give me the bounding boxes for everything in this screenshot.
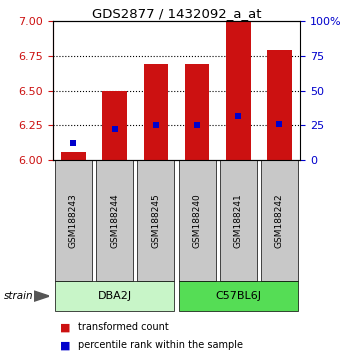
Text: C57BL6J: C57BL6J bbox=[215, 291, 261, 301]
Bar bbox=[226, 21, 251, 160]
Text: GSM188245: GSM188245 bbox=[151, 193, 160, 248]
Bar bbox=[179, 160, 216, 281]
Text: GSM188244: GSM188244 bbox=[110, 193, 119, 248]
Bar bbox=[55, 281, 174, 311]
Bar bbox=[185, 64, 209, 160]
Bar bbox=[55, 160, 92, 281]
Bar bbox=[61, 152, 86, 160]
Bar bbox=[261, 160, 298, 281]
Bar bbox=[179, 281, 298, 311]
Text: GSM188242: GSM188242 bbox=[275, 193, 284, 248]
Bar bbox=[267, 50, 292, 160]
Bar bbox=[96, 160, 133, 281]
Text: DBA2J: DBA2J bbox=[98, 291, 132, 301]
Text: GSM188243: GSM188243 bbox=[69, 193, 78, 248]
Bar bbox=[220, 160, 257, 281]
Polygon shape bbox=[34, 291, 49, 301]
Text: ■: ■ bbox=[60, 322, 70, 332]
Text: GSM188240: GSM188240 bbox=[193, 193, 202, 248]
Text: ■: ■ bbox=[60, 340, 70, 350]
Title: GDS2877 / 1432092_a_at: GDS2877 / 1432092_a_at bbox=[92, 7, 261, 20]
Bar bbox=[144, 64, 168, 160]
Bar bbox=[137, 160, 174, 281]
Text: GSM188241: GSM188241 bbox=[234, 193, 243, 248]
Text: percentile rank within the sample: percentile rank within the sample bbox=[78, 340, 243, 350]
Bar bbox=[102, 91, 127, 160]
Text: strain: strain bbox=[3, 291, 33, 301]
Text: transformed count: transformed count bbox=[78, 322, 169, 332]
